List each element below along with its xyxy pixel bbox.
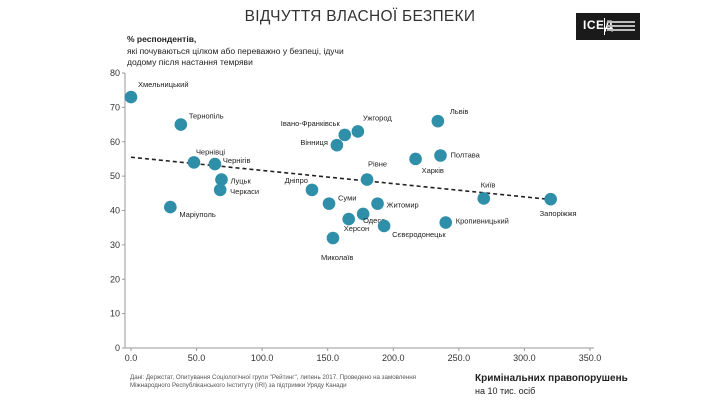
data-point-label: Львів [450, 107, 468, 116]
data-point [322, 197, 336, 210]
data-point [351, 125, 365, 138]
data-point [371, 197, 384, 210]
y-tick-label: 80 [110, 68, 120, 78]
logo-text: ІСЕД [583, 18, 614, 32]
data-point [187, 156, 201, 169]
data-point-label: Івано-Франківськ [281, 119, 341, 128]
logo-tagline-lines [607, 21, 635, 33]
data-point-label: Одеса [363, 216, 386, 225]
data-point [215, 173, 228, 186]
data-point-label: Луцьк [230, 177, 251, 186]
y-tick-label: 20 [110, 274, 120, 284]
data-point [434, 149, 447, 162]
data-point-label: Рівне [368, 160, 387, 169]
data-point [338, 128, 352, 142]
data-point-label: Миколаїв [321, 253, 353, 262]
data-point [377, 219, 391, 233]
chart-title: ВІДЧУТТЯ ВЛАСНОЇ БЕЗПЕКИ [244, 8, 476, 25]
trend-line [130, 156, 551, 201]
y-tick-label: 60 [110, 137, 120, 147]
data-point-label: Хмельницький [138, 80, 189, 89]
x-tick-label: 200.0 [382, 353, 405, 363]
data-point-label: Житомир [387, 201, 419, 210]
y-axis-label: % респондентів, [127, 34, 197, 44]
data-point [477, 192, 491, 205]
iced-logo: ІСЕД [576, 13, 640, 40]
x-tick-label: 50.0 [188, 353, 206, 363]
data-point-label: Чернівці [196, 147, 225, 156]
data-point [431, 114, 445, 128]
y-tick-label: 50 [110, 171, 120, 181]
x-tick-label: 0.0 [125, 353, 138, 363]
data-point-label: Полтава [450, 151, 480, 160]
y-tick-label: 10 [110, 309, 120, 319]
data-point-label: Дніпро [285, 176, 308, 185]
data-point [164, 200, 177, 214]
data-point-label: Черкаси [230, 187, 259, 196]
data-point [305, 183, 319, 197]
data-point [174, 118, 188, 131]
y-tick-label: 0 [115, 343, 120, 353]
data-point-label: Ужгород [363, 113, 392, 122]
data-point-label: Сєвєродонецьк [392, 230, 446, 239]
data-point-label: Маріуполь [179, 210, 216, 219]
x-axis-sublabel: на 10 тис. осіб [475, 386, 536, 396]
data-point [360, 173, 374, 186]
data-point-label: Тернопіль [189, 112, 224, 121]
y-tick-label: 30 [110, 240, 120, 250]
data-point [342, 212, 355, 226]
data-point-label: Чернігів [223, 156, 251, 165]
data-point [326, 231, 340, 245]
data-point [409, 152, 422, 166]
x-tick-label: 100.0 [251, 353, 274, 363]
y-axis-sublabel: які почуваються цілком або переважно у б… [127, 46, 344, 67]
data-point [208, 157, 222, 171]
data-point-label: Харків [422, 166, 444, 175]
y-tick-label: 70 [110, 102, 120, 112]
logo-divider [604, 18, 605, 35]
y-tick-label: 40 [110, 206, 120, 216]
data-point [124, 90, 138, 104]
data-point [356, 207, 370, 221]
x-tick-label: 300.0 [513, 353, 536, 363]
data-point-label: Київ [481, 180, 496, 189]
data-point [439, 216, 453, 229]
source-note: Дані: Держстат, Опитування Соціологічної… [130, 374, 417, 389]
x-axis-label: Кримінальних правопорушень [475, 373, 628, 384]
data-point-label: Кропивницький [456, 217, 509, 226]
data-point-label: Запоріжжя [540, 209, 577, 218]
data-point-label: Вінниця [300, 138, 328, 147]
x-tick-label: 250.0 [448, 353, 471, 363]
data-point-label: Херсон [344, 224, 370, 233]
data-point [213, 183, 227, 197]
x-tick-label: 150.0 [316, 353, 339, 363]
data-point-label: Суми [338, 194, 356, 203]
x-tick-label: 350.0 [579, 353, 602, 363]
data-point [544, 192, 557, 206]
data-point [330, 138, 344, 152]
